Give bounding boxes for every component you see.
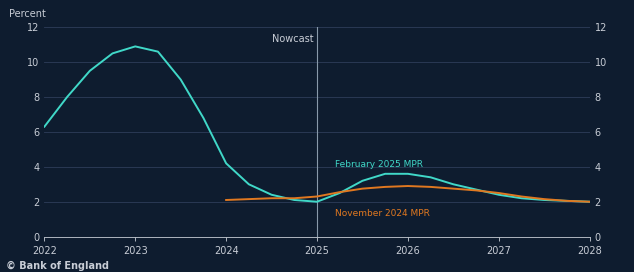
Text: Nowcast: Nowcast [272, 34, 313, 44]
Text: Percent: Percent [9, 9, 46, 19]
Text: February 2025 MPR: February 2025 MPR [335, 160, 423, 169]
Text: © Bank of England: © Bank of England [6, 261, 109, 271]
Text: November 2024 MPR: November 2024 MPR [335, 209, 430, 218]
